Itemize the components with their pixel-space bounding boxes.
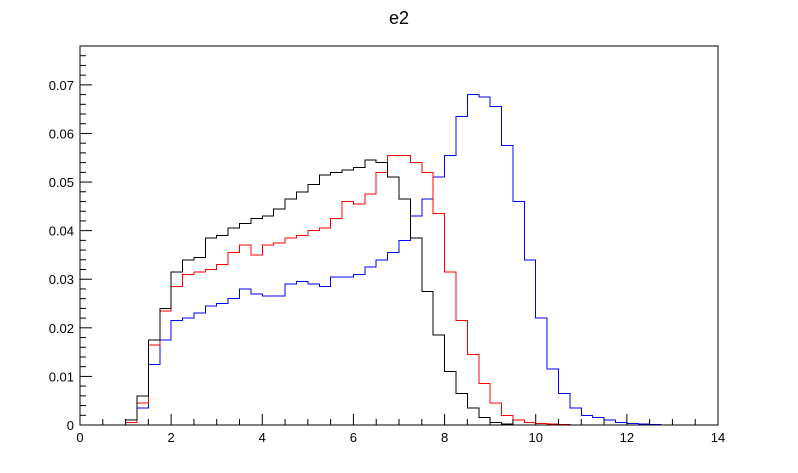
y-tick-label: 0.01 [49, 369, 74, 384]
plot-frame [79, 45, 719, 426]
x-tick-label: 6 [350, 430, 357, 445]
y-tick-label: 0.06 [49, 126, 74, 141]
x-tick-label: 2 [168, 430, 175, 445]
x-tick-label: 4 [259, 430, 266, 445]
y-tick-label: 0 [67, 418, 74, 433]
y-tick-label: 0.03 [49, 272, 74, 287]
histogram-series-3 [80, 159, 718, 426]
y-axis: 0 0.01 0.02 0.03 0.04 0.05 0.06 0.07 [49, 45, 92, 433]
x-axis: 0 2 4 6 8 10 12 14 [76, 414, 725, 445]
y-tick-label: 0.02 [49, 321, 74, 336]
x-tick-label: 14 [711, 430, 725, 445]
x-tick-label: 10 [528, 430, 542, 445]
plot-frame-border [79, 45, 719, 426]
chart-title: e2 [389, 8, 409, 28]
histogram-series-1 [80, 94, 718, 426]
y-tick-label: 0.05 [49, 175, 74, 190]
y-tick-label: 0.07 [49, 78, 74, 93]
x-tick-label: 8 [441, 430, 448, 445]
x-tick-label: 12 [620, 430, 634, 445]
x-tick-label: 0 [76, 430, 83, 445]
y-tick-label: 0.04 [49, 224, 74, 239]
series-group [80, 94, 718, 426]
